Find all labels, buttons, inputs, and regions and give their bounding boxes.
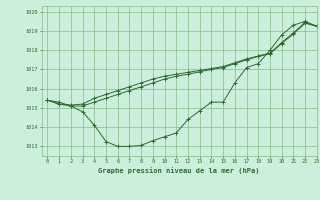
- X-axis label: Graphe pression niveau de la mer (hPa): Graphe pression niveau de la mer (hPa): [99, 167, 260, 174]
